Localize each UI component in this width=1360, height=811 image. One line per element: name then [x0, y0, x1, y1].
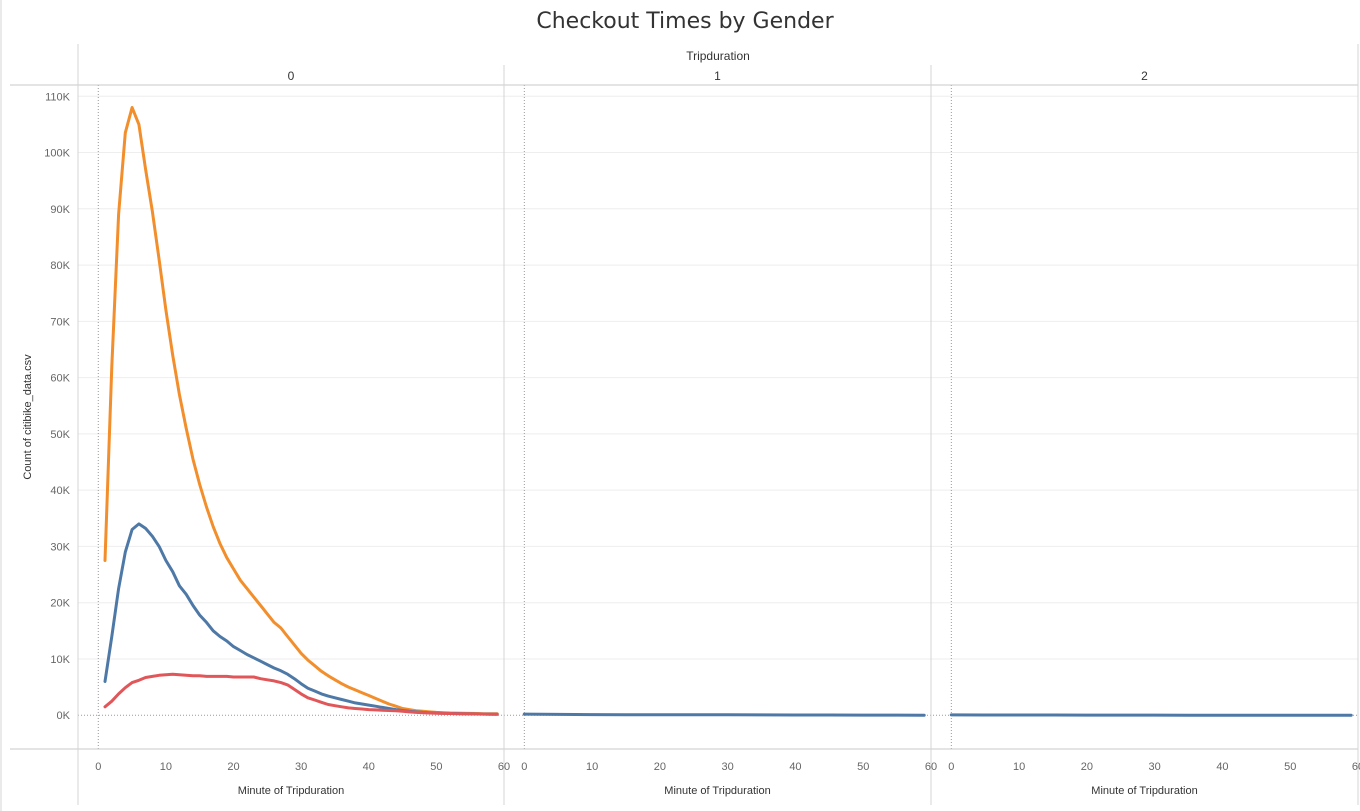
y-tick-label: 40K	[50, 485, 70, 497]
x-axis-title: Minute of Tripduration	[1091, 785, 1197, 797]
x-tick-label: 50	[430, 761, 442, 773]
y-tick-label: 70K	[50, 316, 70, 328]
y-tick-label: 90K	[50, 204, 70, 216]
x-tick-label: 0	[95, 761, 101, 773]
y-tick-label: 100K	[44, 148, 70, 160]
y-tick-label: 30K	[50, 541, 70, 553]
gridlines	[78, 85, 1358, 749]
column-header: Tripduration	[686, 49, 750, 63]
x-axis-title: Minute of Tripduration	[664, 785, 770, 797]
x-tick-label: 0	[521, 761, 527, 773]
x-tick-label: 10	[586, 761, 598, 773]
x-tick-label: 40	[789, 761, 801, 773]
x-axis-title: Minute of Tripduration	[238, 785, 344, 797]
x-tick-label: 60	[925, 761, 937, 773]
x-tick-label: 20	[1081, 761, 1093, 773]
x-tick-label: 50	[857, 761, 869, 773]
x-tick-label: 40	[1216, 761, 1228, 773]
x-tick-label: 10	[1013, 761, 1025, 773]
series-line	[103, 522, 499, 716]
x-tick-label: 50	[1284, 761, 1296, 773]
x-tick-label: 20	[654, 761, 666, 773]
panel-header: 0	[288, 69, 295, 83]
series-line	[522, 712, 926, 717]
x-tick-label: 10	[160, 761, 172, 773]
y-tick-label: 0K	[57, 710, 71, 722]
panel-header: 2	[1141, 69, 1148, 83]
y-tick-label: 80K	[50, 260, 70, 272]
x-tick-label: 60	[1352, 761, 1360, 773]
series-line	[103, 106, 499, 716]
series-lines	[103, 106, 1353, 717]
series-line	[103, 672, 499, 716]
x-tick-label: 20	[227, 761, 239, 773]
x-tick-label: 30	[1149, 761, 1161, 773]
y-tick-label: 10K	[50, 654, 70, 666]
y-tick-label: 20K	[50, 598, 70, 610]
y-tick-label: 60K	[50, 373, 70, 385]
x-tick-label: 30	[295, 761, 307, 773]
x-tick-label: 30	[722, 761, 734, 773]
y-axis-title: Count of citibike_data.csv	[22, 354, 34, 480]
panel-header: 1	[714, 69, 721, 83]
x-tick-label: 0	[948, 761, 954, 773]
y-tick-label: 50K	[50, 429, 70, 441]
y-tick-label: 110K	[45, 91, 71, 103]
x-tick-label: 40	[363, 761, 375, 773]
chart-title: Checkout Times by Gender	[536, 9, 834, 34]
x-tick-label: 60	[498, 761, 510, 773]
